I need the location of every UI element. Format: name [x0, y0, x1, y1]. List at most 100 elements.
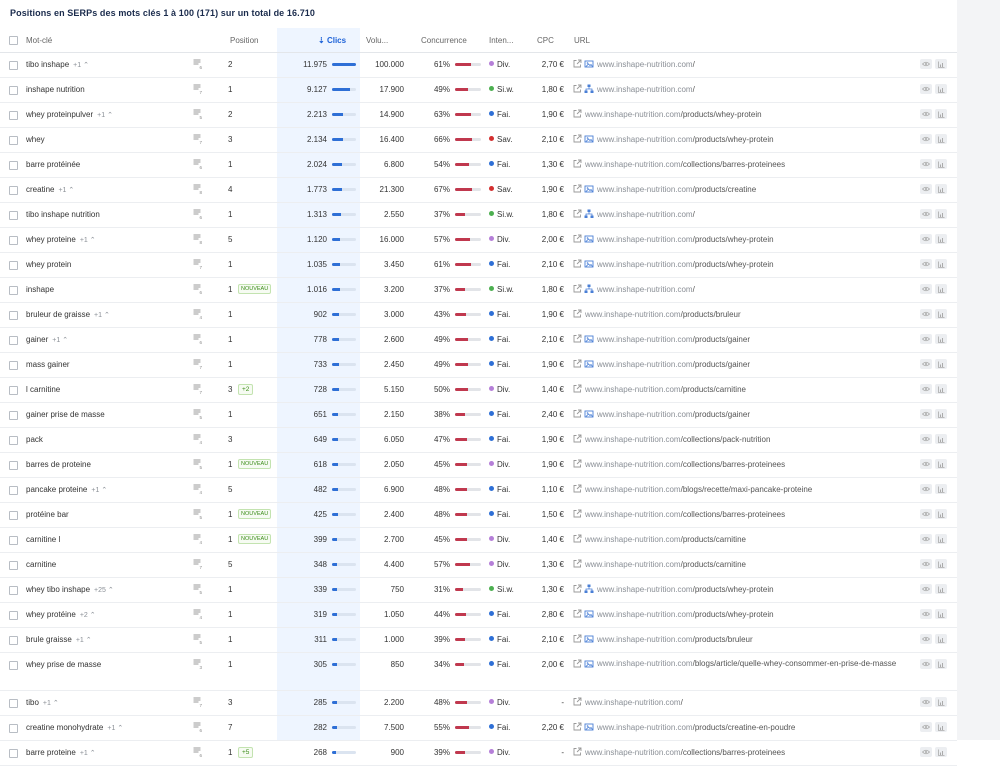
- eye-icon[interactable]: [920, 109, 932, 119]
- keyword-variants-badge[interactable]: +1 ⌃: [76, 637, 92, 644]
- table-row[interactable]: bruleur de graisse +1 ⌃ 4 1 902 3.000 43% Fai. 1…: [0, 303, 957, 328]
- ranking-url[interactable]: www.inshape-nutrition.com/products/creat…: [597, 723, 795, 732]
- eye-icon[interactable]: [920, 434, 932, 444]
- table-row[interactable]: creatine +1 ⌃ 8 4 1.773 21.300 67% Sav. 1,90 € ww…: [0, 178, 957, 203]
- ranking-url[interactable]: www.inshape-nutrition.com/blogs/article/…: [597, 655, 915, 672]
- serp-features-icon[interactable]: 5: [193, 109, 203, 120]
- table-row[interactable]: carnitine 7 5 348 4.400 57% Div. 1,30 € www.insh…: [0, 553, 957, 578]
- eye-icon[interactable]: [920, 609, 932, 619]
- table-row[interactable]: tibo +1 ⌃ 7 3 285 2.200 48% Div. - www.inshape-nu…: [0, 691, 957, 716]
- serp-features-icon[interactable]: 4: [193, 309, 203, 320]
- eye-icon[interactable]: [920, 509, 932, 519]
- serp-features-icon[interactable]: 3: [193, 659, 203, 670]
- table-row[interactable]: mass gainer 7 1 733 2.450 49% Fai. 1,90 € www.in…: [0, 353, 957, 378]
- chart-icon[interactable]: [935, 409, 947, 419]
- serp-features-icon[interactable]: 5: [193, 409, 203, 420]
- keyword-cell[interactable]: barre proteine +1 ⌃: [26, 748, 96, 757]
- chart-icon[interactable]: [935, 559, 947, 569]
- table-row[interactable]: whey 7 3 2.134 16.400 66% Sav. 2,10 € www.inshap…: [0, 128, 957, 153]
- chart-icon[interactable]: [935, 134, 947, 144]
- keyword-text[interactable]: carnitine l: [26, 535, 61, 544]
- external-link-icon[interactable]: [573, 509, 582, 518]
- row-checkbox[interactable]: [9, 611, 18, 620]
- keyword-text[interactable]: creatine monohydrate: [26, 723, 104, 732]
- row-checkbox[interactable]: [9, 111, 18, 120]
- keyword-text[interactable]: carnitine: [26, 560, 57, 569]
- external-link-icon[interactable]: [573, 284, 582, 293]
- ranking-url[interactable]: www.inshape-nutrition.com/products/carni…: [585, 560, 746, 569]
- table-row[interactable]: gainer prise de masse 5 1 651 2.150 38% Fai. 2,…: [0, 403, 957, 428]
- ranking-url[interactable]: www.inshape-nutrition.com/: [597, 210, 695, 219]
- eye-icon[interactable]: [920, 309, 932, 319]
- serp-features-icon[interactable]: 6: [193, 722, 203, 733]
- row-checkbox[interactable]: [9, 436, 18, 445]
- external-link-icon[interactable]: [573, 209, 582, 218]
- external-link-icon[interactable]: [573, 534, 582, 543]
- keyword-cell[interactable]: whey tibo inshape +25 ⌃: [26, 585, 114, 594]
- column-header-volume[interactable]: Volu...: [366, 36, 389, 45]
- chart-icon[interactable]: [935, 59, 947, 69]
- ranking-url[interactable]: www.inshape-nutrition.com/products/gaine…: [597, 410, 750, 419]
- external-link-icon[interactable]: [573, 309, 582, 318]
- keyword-text[interactable]: barres de proteine: [26, 460, 91, 469]
- keyword-text[interactable]: whey protéine: [26, 610, 76, 619]
- keyword-cell[interactable]: creatine +1 ⌃: [26, 185, 74, 194]
- eye-icon[interactable]: [920, 284, 932, 294]
- ranking-url[interactable]: www.inshape-nutrition.com/products/brule…: [597, 635, 753, 644]
- chart-icon[interactable]: [935, 109, 947, 119]
- external-link-icon[interactable]: [573, 184, 582, 193]
- keyword-cell[interactable]: whey proteine +1 ⌃: [26, 235, 96, 244]
- keyword-text[interactable]: creatine: [26, 185, 55, 194]
- external-link-icon[interactable]: [573, 722, 582, 731]
- row-checkbox[interactable]: [9, 236, 18, 245]
- chart-icon[interactable]: [935, 234, 947, 244]
- table-row[interactable]: barres de proteine 5 1 NOUVEAU 618 2.050 45% Di…: [0, 453, 957, 478]
- eye-icon[interactable]: [920, 559, 932, 569]
- row-checkbox[interactable]: [9, 411, 18, 420]
- keyword-cell[interactable]: pancake proteine +1 ⌃: [26, 485, 107, 494]
- serp-features-icon[interactable]: 7: [193, 384, 203, 395]
- serp-features-icon[interactable]: 6: [193, 284, 203, 295]
- external-link-icon[interactable]: [573, 234, 582, 243]
- keyword-cell[interactable]: whey prise de masse: [26, 660, 101, 669]
- chart-icon[interactable]: [935, 359, 947, 369]
- keyword-variants-badge[interactable]: +1 ⌃: [80, 237, 96, 244]
- row-checkbox[interactable]: [9, 211, 18, 220]
- keyword-text[interactable]: tibo inshape nutrition: [26, 210, 100, 219]
- row-checkbox[interactable]: [9, 536, 18, 545]
- table-row[interactable]: whey prise de masse 3 1 305 850 34% Fai. 2,00 €…: [0, 653, 957, 691]
- external-link-icon[interactable]: [573, 697, 582, 706]
- chart-icon[interactable]: [935, 609, 947, 619]
- serp-features-icon[interactable]: 7: [193, 697, 203, 708]
- keyword-text[interactable]: bruleur de graisse: [26, 310, 91, 319]
- row-checkbox[interactable]: [9, 86, 18, 95]
- keyword-text[interactable]: tibo: [26, 698, 39, 707]
- eye-icon[interactable]: [920, 459, 932, 469]
- keyword-variants-badge[interactable]: +1 ⌃: [52, 337, 68, 344]
- keyword-cell[interactable]: gainer prise de masse: [26, 410, 105, 419]
- serp-features-icon[interactable]: 7: [193, 134, 203, 145]
- eye-icon[interactable]: [920, 184, 932, 194]
- serp-features-icon[interactable]: 4: [193, 534, 203, 545]
- chart-icon[interactable]: [935, 459, 947, 469]
- external-link-icon[interactable]: [573, 459, 582, 468]
- serp-features-icon[interactable]: 4: [193, 484, 203, 495]
- ranking-url[interactable]: www.inshape-nutrition.com/collections/pa…: [585, 435, 770, 444]
- keyword-text[interactable]: brule graisse: [26, 635, 72, 644]
- row-checkbox[interactable]: [9, 586, 18, 595]
- chart-icon[interactable]: [935, 659, 947, 669]
- table-row[interactable]: l carnitine 7 3 +2 728 5.150 50% Div. 1,40 € www.…: [0, 378, 957, 403]
- chart-icon[interactable]: [935, 84, 947, 94]
- keyword-variants-badge[interactable]: +2 ⌃: [80, 612, 96, 619]
- ranking-url[interactable]: www.inshape-nutrition.com/products/whey-…: [597, 135, 774, 144]
- table-row[interactable]: protéine bar 5 1 NOUVEAU 425 2.400 48% Fai. 1,50…: [0, 503, 957, 528]
- column-header-keyword[interactable]: Mot-clé: [26, 36, 53, 45]
- ranking-url[interactable]: www.inshape-nutrition.com/collections/ba…: [585, 510, 785, 519]
- eye-icon[interactable]: [920, 584, 932, 594]
- eye-icon[interactable]: [920, 234, 932, 244]
- row-checkbox[interactable]: [9, 286, 18, 295]
- serp-features-icon[interactable]: 4: [193, 609, 203, 620]
- chart-icon[interactable]: [935, 334, 947, 344]
- table-row[interactable]: barre proteine +1 ⌃ 6 1 +5 268 900 39% Div. - www.…: [0, 741, 957, 766]
- eye-icon[interactable]: [920, 659, 932, 669]
